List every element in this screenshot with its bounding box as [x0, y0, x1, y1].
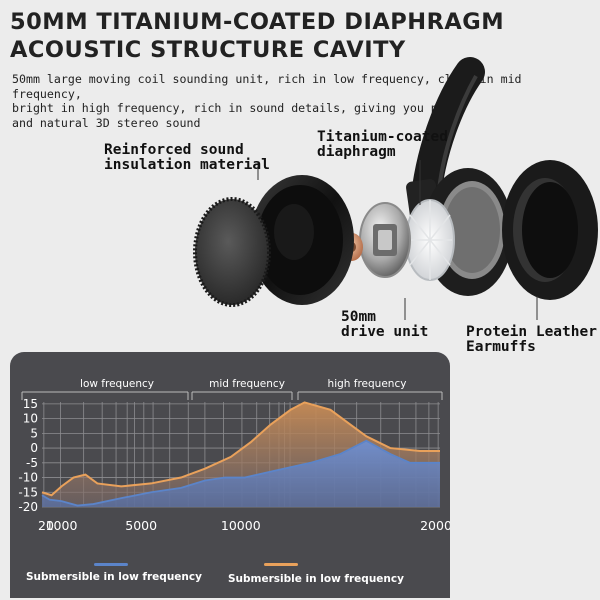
diaphragm-callout-line-1: Titanium-coated: [317, 129, 448, 145]
frequency-response-chart: low frequency mid frequency high frequency…: [18, 376, 450, 533]
diaphragm-part: [405, 199, 455, 281]
drive-callout-line-2: drive unit: [341, 324, 429, 340]
earmuffs-callout-line-2: Earmuffs: [466, 339, 536, 355]
x-tick-label: 5000: [125, 518, 157, 533]
description-line-1: 50mm large moving coil sounding unit, ri…: [12, 72, 522, 101]
drive-unit-callout: 50mm drive unit: [341, 310, 428, 340]
callout-lines: [257, 160, 538, 320]
page-title: 50MM TITANIUM-COATED DIAPHRAGM ACOUSTIC …: [10, 8, 504, 64]
foam-disc-part: [193, 197, 271, 307]
y-tick-label: 0: [30, 441, 38, 455]
earmuff-part: [502, 160, 598, 300]
description-line-2: bright in high frequency, rich in sound …: [12, 101, 459, 115]
band-label-bg: [201, 376, 293, 390]
legend-swatch-blue: [94, 563, 128, 566]
legend-swatch-orange: [264, 563, 298, 566]
diaphragm-callout-line-2: diaphragm: [317, 144, 396, 160]
x-tick-label: 10000: [221, 518, 261, 533]
band-label: mid frequency: [209, 378, 285, 390]
band-label: high frequency: [328, 378, 407, 390]
series-area-blue: [42, 440, 440, 507]
legend-label-blue: Submersible in low frequency: [26, 571, 202, 583]
y-tick-label: 15: [23, 397, 38, 411]
insulation-callout-line-2: insulation material: [104, 157, 270, 173]
exploded-headphone-illustration: [193, 57, 598, 320]
series-line-blue: [41, 439, 440, 507]
y-tick-label: -20: [18, 500, 38, 514]
earmuffs-callout-line-1: Protein Leather: [466, 324, 597, 340]
title-line-1: 50MM TITANIUM-COATED DIAPHRAGM: [10, 9, 505, 35]
x-tick-label: 20000: [420, 518, 450, 533]
band-label-bg: [318, 376, 416, 390]
y-tick-label: 10: [23, 412, 38, 426]
title-line-2: ACOUSTIC STRUCTURE CAVITY: [10, 37, 406, 63]
feature-description: 50mm large moving coil sounding unit, ri…: [12, 72, 572, 130]
y-tick-label: 5: [30, 426, 38, 440]
insulation-callout: Reinforced sound insulation material: [104, 143, 270, 173]
earmuffs-callout: Protein Leather Earmuffs: [466, 325, 597, 355]
legend-label-orange: Submersible in low frequency: [228, 573, 404, 585]
y-tick-label: -10: [18, 471, 38, 485]
y-tick-label: -5: [26, 456, 38, 470]
insulation-ring-part: [250, 175, 354, 305]
diaphragm-callout: Titanium-coated diaphragm: [317, 130, 448, 160]
band-label-bg: [71, 376, 163, 390]
band-label: low frequency: [80, 378, 154, 390]
description-line-3: and natural 3D stereo sound: [12, 115, 201, 130]
drive-frame-part: [359, 202, 411, 278]
series-line-orange: [41, 401, 440, 497]
drive-callout-line-1: 50mm: [341, 309, 376, 325]
y-tick-label: -15: [18, 485, 38, 499]
x-tick-label: 1000: [46, 518, 78, 533]
insulation-callout-line-1: Reinforced sound: [104, 142, 244, 158]
frequency-response-panel: low frequency mid frequency high frequency…: [10, 352, 450, 598]
x-tick-label: 20: [38, 518, 54, 533]
